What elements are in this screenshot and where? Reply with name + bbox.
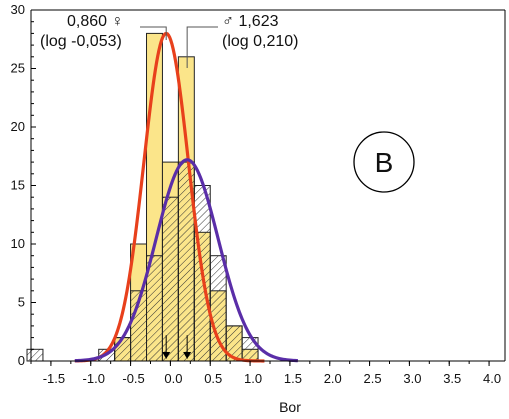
panel-label: B [375,147,394,178]
male-leader-line [186,26,218,68]
female-mean-arrow [162,352,171,359]
fit-curves [74,31,299,363]
x-tick-label: 2.0 [324,371,342,386]
x-tick-label: 2.5 [364,371,382,386]
male-bar [114,337,132,362]
male-mean-arrow [183,352,192,359]
axes: 0 5 10 15 20 25 30 -1.5 -1.0 -0.5 0.0 0.5 1.0 1.5 2.0 2… [11,2,506,415]
x-tick-label: -1.5 [43,371,65,386]
male-annotation-value: ♂ 1,623 [222,13,279,30]
female-annotation-log: (log -0,053) [40,33,122,50]
x-tick-label: -1.0 [83,371,105,386]
y-tick-label: 0 [18,353,25,368]
x-tick-label: 3.0 [403,371,421,386]
x-tick-label: 1.0 [244,371,262,386]
y-tick-label: 10 [11,236,25,251]
x-axis-title: Bor [279,399,301,415]
male-bar [161,196,179,362]
male-fit-curve [74,158,299,363]
y-tick-label: 30 [11,2,25,17]
female-annotation-value: 0,860 ♀ [67,13,123,30]
mean-markers [162,335,192,359]
x-tick-label: -0.5 [122,371,144,386]
female-leader-line [140,26,167,40]
male-bar [26,348,44,362]
x-tick-label: 0.5 [204,371,222,386]
y-tick-label: 5 [18,295,25,310]
x-tick-label: 1.5 [284,371,302,386]
male-annotation-log: (log 0,210) [222,33,299,50]
panel-label-circle [353,131,415,193]
y-tick-label: 20 [11,119,25,134]
y-tick-label: 15 [11,178,25,193]
male-bar [209,255,227,362]
x-tick-label: 3.5 [443,371,461,386]
y-tick-label: 25 [11,61,25,76]
x-tick-label: 0.0 [164,371,182,386]
x-tick-label: 4.0 [483,371,501,386]
annotations: 0,860 ♀ (log -0,053) ♂ 1,623 (log 0,210) B [40,13,415,193]
female-fit-curve [74,31,265,363]
